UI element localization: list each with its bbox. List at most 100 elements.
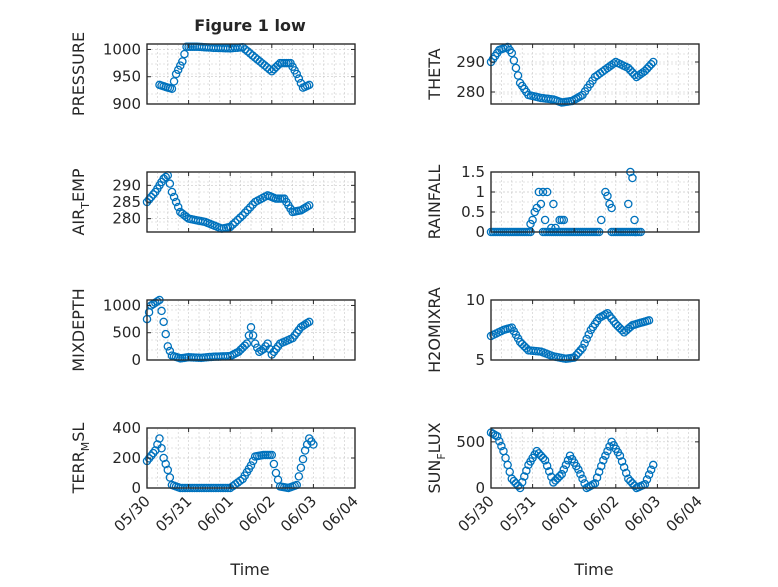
data-point [624,199,633,209]
y-tick-label: 0.5 [461,203,485,221]
data-point [238,211,247,220]
data-point [296,463,306,472]
data-point [630,481,639,490]
y-axis-label: H2OMIXRA [425,287,444,373]
data-point [626,476,635,486]
subplot-5: 0 500 1000 MIXDEPTH [69,288,356,372]
data-point [163,465,173,475]
y-axis-label: RAINFALL [425,165,444,240]
y-axis-label: SUNFLUX [425,422,448,493]
data-point [572,350,581,360]
y-axis-label: PRESSURE [69,32,88,116]
data-point [630,70,639,80]
y-tick-label: 1 [475,183,485,201]
data-point [244,331,254,340]
data-point [619,462,629,472]
data-point [169,77,179,86]
data-point [540,456,550,465]
data-point [165,346,175,356]
data-point [569,353,579,362]
data-point [599,456,608,465]
y-tick-label: 1000 [103,296,141,314]
data-point [265,344,274,354]
data-point [578,474,587,484]
axes-frame [490,299,700,361]
x-tick-label: 06/04 [663,492,706,535]
data-point [180,49,189,59]
y-tick-label: 0 [131,351,141,369]
data-point [605,199,614,209]
data-point [246,461,256,470]
data-point [155,434,164,443]
data-point [509,56,519,65]
data-point [534,449,544,458]
subplot-6: 5 10 H2OMIXRA [425,287,700,373]
data-point [176,61,185,70]
data-point [513,71,523,80]
y-tick-label: 10 [466,291,485,309]
data-point [161,329,170,339]
data-point [296,323,306,332]
data-point [144,195,154,204]
data-point [151,298,160,307]
data-point [243,205,252,215]
x-tick-label: 05/30 [455,492,498,535]
data-point [626,66,635,75]
data-point [304,317,314,327]
data-point [549,199,558,209]
x-tick-label: 06/03 [277,492,320,535]
data-point [534,187,544,197]
data-point [492,432,502,441]
data-point [507,48,517,58]
data-point [540,215,550,225]
y-tick-label: 5 [475,351,485,369]
data-point [233,215,242,225]
x-tick-label: 05/31 [152,492,195,535]
y-tick-label: 280 [456,83,485,101]
data-point [250,339,260,348]
data-point [557,469,566,479]
data-point [526,219,535,229]
data-point [517,477,527,487]
data-point [536,451,546,460]
axes-frame [146,299,356,361]
y-tick-label: 0 [475,223,485,241]
y-tick-label: 0 [475,479,485,497]
data-point [576,469,585,479]
data-point [580,339,589,348]
data-point [228,220,237,229]
data-point [165,473,175,482]
data-point [574,348,583,358]
data-point [522,466,531,475]
data-point [538,453,548,463]
data-point [511,479,521,488]
x-tick-label: 05/30 [111,492,154,535]
data-point [642,475,652,484]
subplot-2: 280 290 THETA [425,42,700,107]
data-point [246,323,256,332]
data-point [574,465,583,474]
data-point [542,187,552,197]
data-point [240,341,250,350]
data-point [542,461,552,471]
data-point [644,470,654,479]
data-point [559,215,569,225]
data-point [617,326,627,335]
data-point [173,65,183,75]
data-point [304,201,314,210]
axes-frame [490,43,700,105]
y-tick-label: 500 [456,433,485,451]
data-point [167,187,177,197]
data-point [159,317,168,327]
x-tick-label: 06/03 [621,492,664,535]
data-point [298,321,308,331]
data-point [522,344,531,353]
x-tick-label: 06/04 [319,492,362,535]
x-tick-label: 06/01 [538,492,581,535]
data-point [243,47,252,56]
y-tick-label: 290 [112,176,141,194]
data-point [495,436,504,446]
data-point [603,191,612,201]
